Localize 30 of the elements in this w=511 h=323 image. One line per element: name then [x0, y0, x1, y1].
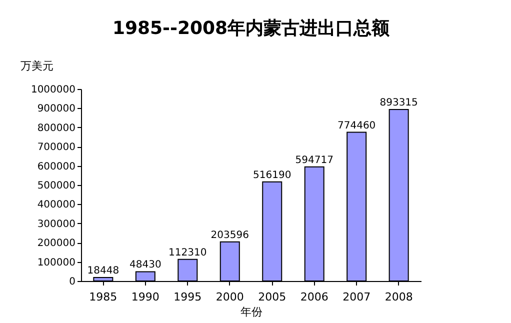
y-tick-label: 100000: [37, 257, 76, 268]
y-tick-label: 700000: [37, 142, 76, 154]
y-tick-label: 300000: [37, 218, 76, 230]
x-tick-label: 2008: [384, 290, 413, 304]
x-tick-label: 2000: [216, 290, 244, 304]
y-tick-label: 200000: [37, 238, 76, 250]
y-tick-label: 400000: [37, 200, 76, 211]
data-label: 18448: [87, 265, 120, 276]
data-label: 774460: [337, 120, 376, 132]
y-tick-label: 1000000: [30, 84, 76, 96]
data-label: 203596: [210, 230, 249, 241]
y-axis-title: 万美元: [20, 60, 54, 72]
x-tick-label: 1995: [174, 290, 202, 304]
data-label: 893315: [380, 97, 418, 108]
data-label: 516190: [253, 170, 292, 181]
data-label: 112310: [168, 247, 207, 258]
data-label: 48430: [130, 260, 162, 271]
x-axis-title: 年份: [240, 306, 262, 318]
y-tick-label: 900000: [37, 104, 76, 115]
x-tick-label: 1990: [131, 290, 160, 304]
x-tick-label: 2006: [300, 290, 328, 304]
x-tick-label: 2005: [258, 290, 286, 304]
y-tick-label: 600000: [37, 161, 76, 172]
x-tick-label: 2007: [342, 290, 371, 304]
data-label: 594717: [295, 154, 334, 166]
x-tick-label: 1985: [89, 290, 118, 304]
y-tick-label: 800000: [37, 122, 76, 134]
y-tick-label: 0: [69, 276, 76, 288]
y-tick-label: 500000: [37, 180, 76, 192]
chart-title: 1985--2008年内蒙古进出口总额: [112, 18, 391, 39]
